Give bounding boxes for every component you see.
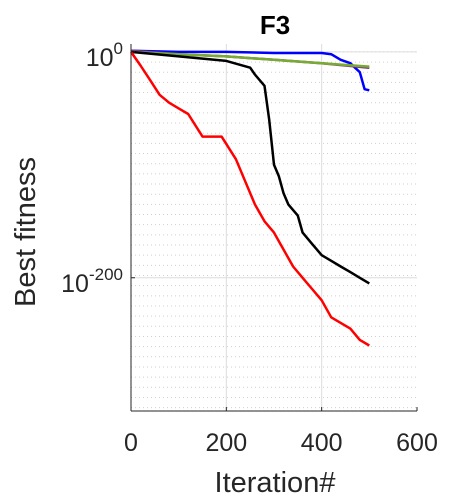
- x-tick-label: 400: [301, 429, 343, 457]
- y-tick-label: 100: [86, 39, 123, 72]
- plot-area: 0 200 400 600 100 10-200: [61, 39, 438, 457]
- series-line-1: [130, 49, 370, 92]
- x-tick-label: 0: [124, 429, 138, 457]
- chart-title: F3: [260, 10, 290, 40]
- series-line-5: [129, 51, 370, 347]
- y-tick-label: 10-200: [61, 265, 123, 298]
- y-axis-label: Best fitness: [10, 157, 42, 307]
- x-tick-label: 200: [205, 429, 247, 457]
- x-axis-label: Iteration#: [215, 467, 336, 499]
- series-line-4: [130, 50, 370, 285]
- x-tick-label: 600: [396, 429, 438, 457]
- series-line-3: [130, 50, 370, 68]
